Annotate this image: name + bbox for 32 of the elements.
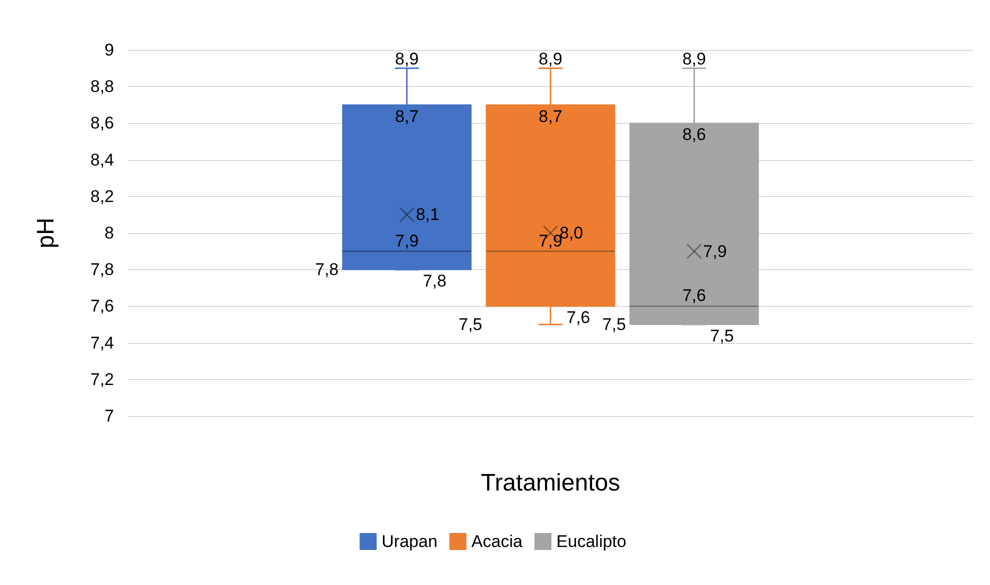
y-tick-label: 8,4: [90, 150, 114, 170]
legend-label: Eucalipto: [556, 532, 626, 551]
text: 7,5: [710, 326, 734, 346]
legend-label: Urapan: [382, 532, 438, 551]
y-tick-label: 8,2: [90, 186, 114, 206]
y-tick-label: 7,8: [90, 260, 114, 280]
y-tick-label: 8: [104, 224, 114, 242]
text: 7,6: [566, 308, 590, 328]
text: 7,6: [682, 286, 706, 306]
text: 7,8: [422, 272, 446, 291]
y-tick-label: 7,4: [90, 333, 114, 352]
text: 7,5: [602, 315, 626, 334]
text: 8,6: [682, 125, 706, 144]
text: 7,9: [395, 231, 419, 250]
x-axis-title: Tratamientos: [480, 470, 620, 496]
text: 7,8: [314, 260, 339, 280]
y-axis-title: pH: [32, 218, 60, 248]
text: 8,9: [682, 49, 706, 68]
text: 8,9: [538, 49, 562, 68]
text: 8,7: [538, 106, 562, 126]
legend-label: Acacia: [471, 532, 523, 551]
y-tick-label: 9: [104, 40, 114, 60]
text: 7,9: [703, 242, 727, 261]
y-tick-label: 8,8: [90, 77, 114, 96]
y-tick-label: 8,6: [90, 114, 114, 133]
text: 8,9: [395, 49, 419, 68]
y-tick-label: 7: [104, 406, 114, 426]
y-tick-label: 7,2: [90, 370, 114, 389]
text: 7,5: [458, 315, 482, 334]
text: 8,1: [416, 205, 440, 224]
text: 8,7: [395, 106, 419, 126]
y-tick-label: 7,6: [90, 296, 114, 316]
